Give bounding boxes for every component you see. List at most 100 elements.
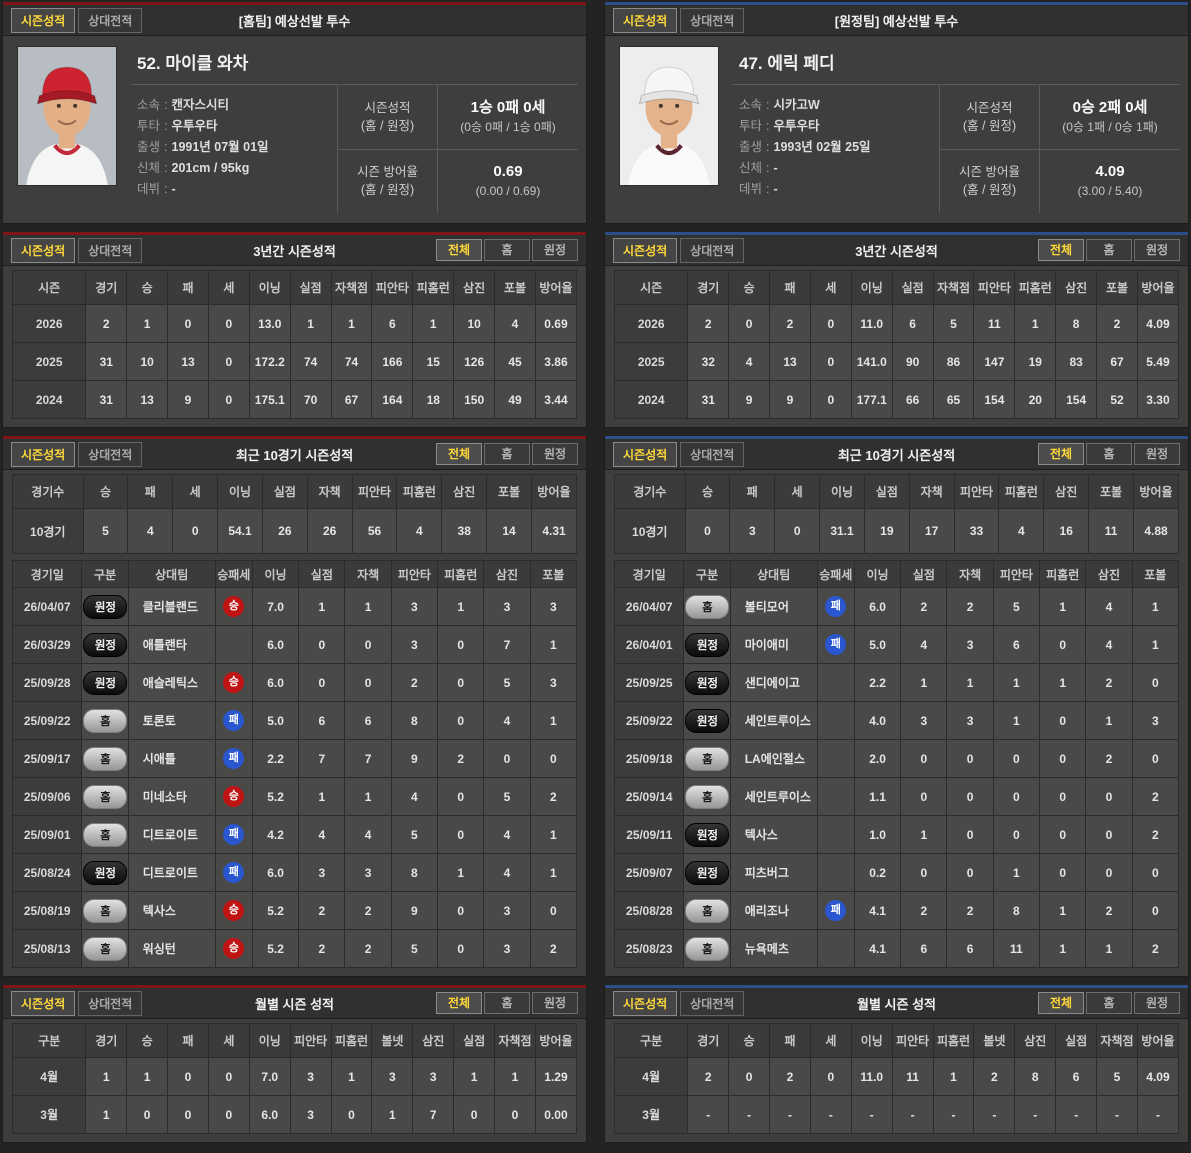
table-cell: 1 bbox=[1039, 929, 1087, 968]
table-cell: 5 bbox=[390, 815, 439, 854]
column-header: 삼진 bbox=[441, 474, 488, 509]
tab-season-stats[interactable]: 시즌성적 bbox=[613, 990, 678, 1016]
table-cell: 2 bbox=[344, 929, 392, 968]
table-cell: 0.69 bbox=[534, 304, 578, 343]
home-game-badge: 홈 bbox=[685, 594, 730, 619]
table-cell: 86 bbox=[932, 342, 975, 381]
table-row: 2026 2 0 2 0 11.0 6 5 11 1 8 2 4.09 bbox=[613, 304, 1180, 343]
detail-value: 시카고W bbox=[773, 98, 820, 112]
table-cell: 2 bbox=[687, 304, 730, 343]
column-header: 이닝 bbox=[217, 474, 263, 509]
filter-all[interactable]: 전체 bbox=[436, 443, 482, 465]
column-header: 세 bbox=[774, 474, 821, 509]
filter-away[interactable]: 원정 bbox=[1134, 992, 1180, 1014]
tab-season-stats[interactable]: 시즌성적 bbox=[613, 441, 678, 467]
table-row: 25/08/13 홈 워싱턴 승 5.2 2 2 5 0 3 2 bbox=[11, 929, 578, 968]
table-cell: 디트로이트 bbox=[127, 815, 216, 854]
filter-away[interactable]: 원정 bbox=[532, 992, 578, 1014]
filter-all[interactable]: 전체 bbox=[1038, 443, 1084, 465]
table-cell: 6 bbox=[1055, 1057, 1098, 1096]
table-cell: 홈 bbox=[683, 587, 731, 626]
table-cell: 2024 bbox=[11, 380, 87, 419]
filter-all[interactable]: 전체 bbox=[436, 992, 482, 1014]
filter-away[interactable]: 원정 bbox=[1134, 239, 1180, 261]
tab-head-to-head[interactable]: 상대전적 bbox=[680, 990, 745, 1016]
table-cell: 4 bbox=[1085, 625, 1133, 664]
table-cell: 11.0 bbox=[850, 304, 893, 343]
filter-all[interactable]: 전체 bbox=[436, 239, 482, 261]
tab-head-to-head[interactable]: 상대전적 bbox=[680, 7, 745, 33]
table-cell: 1 bbox=[992, 853, 1041, 892]
table-cell: 2.0 bbox=[853, 739, 902, 778]
table-cell: 13 bbox=[126, 380, 169, 419]
table-cell: 1 bbox=[126, 304, 169, 343]
tab-season-stats[interactable]: 시즌성적 bbox=[613, 237, 678, 263]
table-row: 25/09/28 원정 애슬레틱스 승 6.0 0 0 2 0 5 3 bbox=[11, 663, 578, 702]
section-header: 최근 10경기 시즌성적 시즌성적 상대전적 전체 홈 원정 bbox=[605, 439, 1188, 470]
tab-head-to-head[interactable]: 상대전적 bbox=[78, 237, 143, 263]
table-cell: 2 bbox=[529, 929, 578, 968]
table-cell: 11.0 bbox=[850, 1057, 893, 1096]
table-cell: 1 bbox=[494, 1057, 536, 1096]
filter-away[interactable]: 원정 bbox=[532, 443, 578, 465]
stat-sublabel: (홈 / 원정) bbox=[360, 118, 415, 133]
tab-head-to-head[interactable]: 상대전적 bbox=[680, 237, 745, 263]
tab-season-stats[interactable]: 시즌성적 bbox=[11, 990, 76, 1016]
filter-home[interactable]: 홈 bbox=[484, 443, 530, 465]
table-cell: 4.1 bbox=[853, 891, 902, 930]
filter-all[interactable]: 전체 bbox=[1038, 992, 1084, 1014]
stat-sublabel: (홈 / 원정) bbox=[962, 183, 1017, 198]
tab-season-stats[interactable]: 시즌성적 bbox=[11, 237, 76, 263]
table-cell: 10 bbox=[126, 342, 169, 381]
filter-away[interactable]: 원정 bbox=[1134, 443, 1180, 465]
column-header: 자책점 bbox=[330, 270, 373, 305]
player-info-body: 소속: 시카고W 투타: 우투우타 출생:1993년 02월 25일 신체: - 데뷔: - 시즌… bbox=[733, 85, 1180, 213]
table-cell: 0 bbox=[330, 1095, 373, 1134]
three-year-stats-section: 3년간 시즌성적 시즌성적 상대전적 전체 홈 원정 시즌 경기 승 패 세 이닝 실점 자책점 피안타 피홈… bbox=[2, 232, 587, 428]
filter-away[interactable]: 원정 bbox=[532, 239, 578, 261]
stat-main-value: 0승 2패 0세 bbox=[1072, 98, 1148, 116]
table-cell: 1 bbox=[330, 304, 373, 343]
table-row: 25/08/23 홈 뉴욕메츠 4.1 6 6 11 1 1 2 bbox=[613, 929, 1180, 968]
filter-home[interactable]: 홈 bbox=[484, 239, 530, 261]
table-cell: 1 bbox=[298, 777, 346, 816]
table-cell: 26 bbox=[261, 508, 308, 554]
tab-head-to-head[interactable]: 상대전적 bbox=[78, 441, 143, 467]
filter-home[interactable]: 홈 bbox=[1086, 239, 1132, 261]
filter-all[interactable]: 전체 bbox=[1038, 239, 1084, 261]
table-cell: 4 bbox=[1085, 587, 1133, 626]
away-game-badge: 원정 bbox=[685, 708, 730, 733]
accent-bar bbox=[605, 232, 1188, 235]
filter-home[interactable]: 홈 bbox=[1086, 443, 1132, 465]
detail-row: 출생:1993년 02월 25일 bbox=[739, 137, 935, 158]
table-cell: 0 bbox=[1039, 701, 1087, 740]
table-cell: 49 bbox=[494, 380, 536, 419]
filter-home[interactable]: 홈 bbox=[1086, 992, 1132, 1014]
tab-season-stats[interactable]: 시즌성적 bbox=[613, 7, 678, 33]
player-info: 52. 마이클 와차 소속: 캔자스시티 투타: 우투우타 출생:1991년 07월 01… bbox=[131, 44, 578, 213]
table-cell: 6 bbox=[891, 304, 934, 343]
filter-home[interactable]: 홈 bbox=[484, 992, 530, 1014]
detail-label: 투타 bbox=[137, 119, 161, 133]
detail-row: 소속: 시카고W bbox=[739, 95, 935, 116]
tab-head-to-head[interactable]: 상대전적 bbox=[78, 990, 143, 1016]
table-cell: 4 bbox=[998, 508, 1045, 554]
home-game-badge: 홈 bbox=[83, 822, 128, 847]
table-cell: 승 bbox=[214, 777, 253, 816]
win-badge: 승 bbox=[223, 786, 245, 807]
table-cell: 6 bbox=[344, 701, 392, 740]
stat-tab-group: 시즌성적 상대전적 bbox=[11, 7, 143, 33]
table-cell: 2024 bbox=[613, 380, 689, 419]
table-cell: 3 bbox=[483, 891, 531, 930]
column-header: 피홈런 bbox=[1014, 270, 1057, 305]
table-cell: 홈 bbox=[81, 701, 129, 740]
tab-head-to-head[interactable]: 상대전적 bbox=[680, 441, 745, 467]
table-cell: 3 bbox=[390, 587, 439, 626]
monthly-table: 구분 경기 승 패 세 이닝 피안타 피홈런 볼넷 삼진 실점 자책점 방어율 4월 2 0 2 0 11.0 11 1… bbox=[613, 1023, 1180, 1134]
tab-season-stats[interactable]: 시즌성적 bbox=[11, 441, 76, 467]
table-body: 2026 2 0 2 0 11.0 6 5 11 1 8 2 4.09 2025 32 4 13 0 141.0 90… bbox=[613, 304, 1180, 419]
three-year-table: 시즌 경기 승 패 세 이닝 실점 자책점 피안타 피홈런 삼진 포볼 방어율 2026 2 0 2 0 11.0 6… bbox=[613, 270, 1180, 419]
tab-head-to-head[interactable]: 상대전적 bbox=[78, 7, 143, 33]
tab-season-stats[interactable]: 시즌성적 bbox=[11, 7, 76, 33]
table-cell: 5 bbox=[483, 663, 531, 702]
